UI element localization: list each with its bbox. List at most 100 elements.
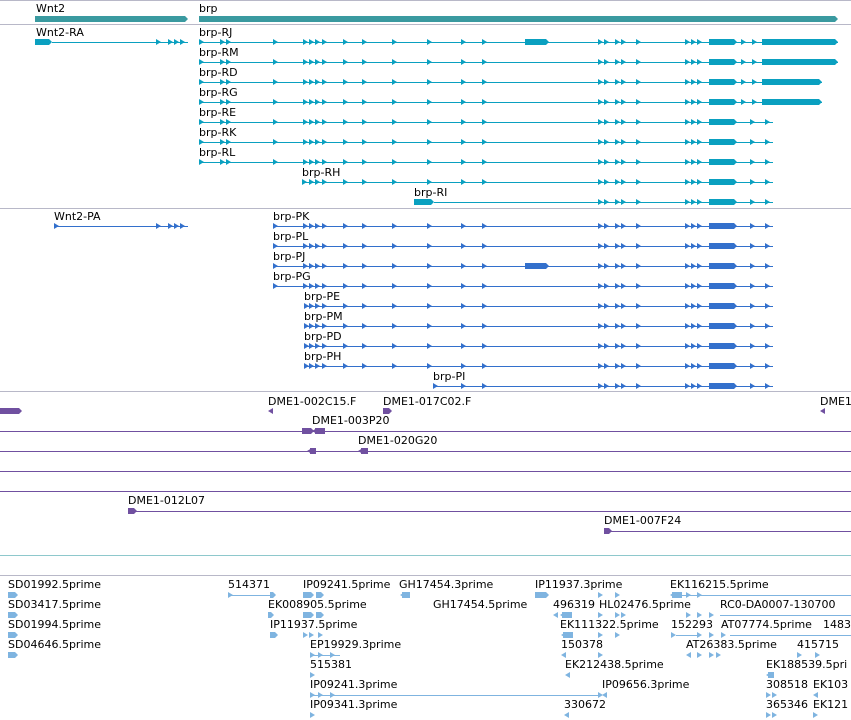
protein-label[interactable]: Wnt2-PA [54, 210, 101, 223]
transcript-label[interactable]: brp-RL [199, 146, 236, 159]
exon-arrow [392, 119, 397, 125]
exon-arrow [697, 99, 702, 105]
exon-arrow [315, 343, 320, 349]
exon-arrow [697, 632, 702, 638]
exon-arrow [636, 243, 641, 249]
est-label[interactable]: 515381 [310, 658, 352, 671]
est-label[interactable]: SD01994.5prime [8, 618, 101, 631]
exon-arrow [461, 363, 466, 369]
est-label[interactable]: IP11937.3prime [535, 578, 623, 591]
transcript-label[interactable]: brp-RM [199, 46, 239, 59]
est-label[interactable]: GH17454.3prime [399, 578, 494, 591]
exon-arrow [615, 283, 620, 289]
est-label[interactable]: 496319 [553, 598, 595, 611]
exon-arrow [621, 79, 626, 85]
transcript-label[interactable]: brp-RI [414, 186, 448, 199]
exon-arrow [685, 263, 690, 269]
protein-label[interactable]: brp-PJ [273, 250, 306, 263]
exon-block [709, 159, 737, 165]
est-label[interactable]: 152293 [671, 618, 713, 631]
clone-label[interactable]: DME1 [820, 395, 851, 408]
transcript-label[interactable]: brp-RK [199, 126, 237, 139]
est-label[interactable]: SD04646.5prime [8, 638, 101, 651]
exon-arrow [813, 692, 818, 698]
protein-label[interactable]: brp-PK [273, 210, 310, 223]
exon-arrow [343, 323, 348, 329]
exon-arrow [621, 99, 626, 105]
exon-arrow [604, 383, 609, 389]
est-label[interactable]: 1483 [823, 618, 851, 631]
est-label[interactable]: 330672 [564, 698, 606, 711]
exon-arrow [615, 592, 620, 598]
exon-arrow [343, 59, 348, 65]
clone-label[interactable]: DME1-012L07 [128, 494, 205, 507]
exon-arrow [621, 323, 626, 329]
est-label[interactable]: AT26383.5prime [686, 638, 777, 651]
exon-arrow [482, 323, 487, 329]
exon-arrow [268, 408, 273, 414]
exon-arrow [362, 343, 367, 349]
est-label[interactable]: IP09656.3prime [602, 678, 690, 691]
est-label[interactable]: EK116215.5prime [670, 578, 769, 591]
est-label[interactable]: IP09341.3prime [310, 698, 398, 711]
exon-block [316, 592, 324, 598]
exon-arrow [309, 632, 314, 638]
est-label[interactable]: EK008905.5prime [268, 598, 367, 611]
est-label[interactable]: EK103 [813, 678, 849, 691]
est-label[interactable]: 514371 [228, 578, 270, 591]
est-label[interactable]: 150378 [561, 638, 603, 651]
protein-label[interactable]: brp-PE [304, 290, 341, 303]
protein-label[interactable]: brp-PM [304, 310, 343, 323]
transcript-label[interactable]: brp-RH [302, 166, 341, 179]
protein-label[interactable]: brp-PL [273, 230, 309, 243]
est-label[interactable]: EK121 [813, 698, 849, 711]
exon-arrow [304, 323, 309, 329]
exon-block [709, 59, 737, 65]
est-label[interactable]: SD01992.5prime [8, 578, 101, 591]
protein-label[interactable]: brp-PG [273, 270, 311, 283]
exon-arrow [750, 179, 755, 185]
exon-arrow [691, 263, 696, 269]
transcript-label[interactable]: brp-RE [199, 106, 237, 119]
gene-label-wnt2[interactable]: Wnt2 [36, 2, 66, 15]
est-label[interactable]: 415715 [797, 638, 839, 651]
gene-label-brp[interactable]: brp [199, 2, 218, 15]
transcript-label[interactable]: brp-RD [199, 66, 238, 79]
est-label[interactable]: AT07774.5prime [721, 618, 812, 631]
est-label[interactable]: 365346 [766, 698, 808, 711]
exon-block [709, 79, 737, 85]
est-label[interactable]: EK188539.5pri [766, 658, 848, 671]
clone-label[interactable]: DME1-007F24 [604, 514, 682, 527]
clone-label[interactable]: DME1-020G20 [358, 434, 438, 447]
est-label[interactable]: EK111322.5prime [560, 618, 659, 631]
exon-arrow [598, 223, 603, 229]
protein-label[interactable]: brp-PI [433, 370, 466, 383]
exon-arrow [765, 323, 770, 329]
est-label[interactable]: HL02476.5prime [599, 598, 691, 611]
est-label[interactable]: IP09241.5prime [303, 578, 391, 591]
est-label[interactable]: SD03417.5prime [8, 598, 101, 611]
exon-arrow [621, 139, 626, 145]
exon-arrow [615, 243, 620, 249]
transcript-label[interactable]: brp-RG [199, 86, 238, 99]
est-label[interactable]: IP11937.5prime [270, 618, 358, 631]
transcript-label[interactable]: brp-RJ [199, 26, 233, 39]
est-label[interactable]: GH17454.5prime [433, 598, 528, 611]
est-label[interactable]: EK212438.5prime [565, 658, 664, 671]
protein-label[interactable]: brp-PH [304, 350, 342, 363]
est-label[interactable]: RC0-DA0007-130700 [720, 598, 836, 611]
est-label[interactable]: 308518 [766, 678, 808, 691]
exon-arrow [343, 159, 348, 165]
exon-arrow [309, 139, 314, 145]
transcript-label[interactable]: Wnt2-RA [36, 26, 84, 39]
clone-label[interactable]: DME1-017C02.F [383, 395, 472, 408]
est-label[interactable]: IP09241.3prime [310, 678, 398, 691]
exon-arrow [309, 323, 314, 329]
exon-arrow [392, 159, 397, 165]
clone-label[interactable]: DME1-002C15.F [268, 395, 357, 408]
clone-label[interactable]: DME1-003P20 [312, 414, 390, 427]
exon-arrow [362, 119, 367, 125]
exon-arrow [604, 263, 609, 269]
est-label[interactable]: EP19929.3prime [310, 638, 402, 651]
protein-label[interactable]: brp-PD [304, 330, 342, 343]
